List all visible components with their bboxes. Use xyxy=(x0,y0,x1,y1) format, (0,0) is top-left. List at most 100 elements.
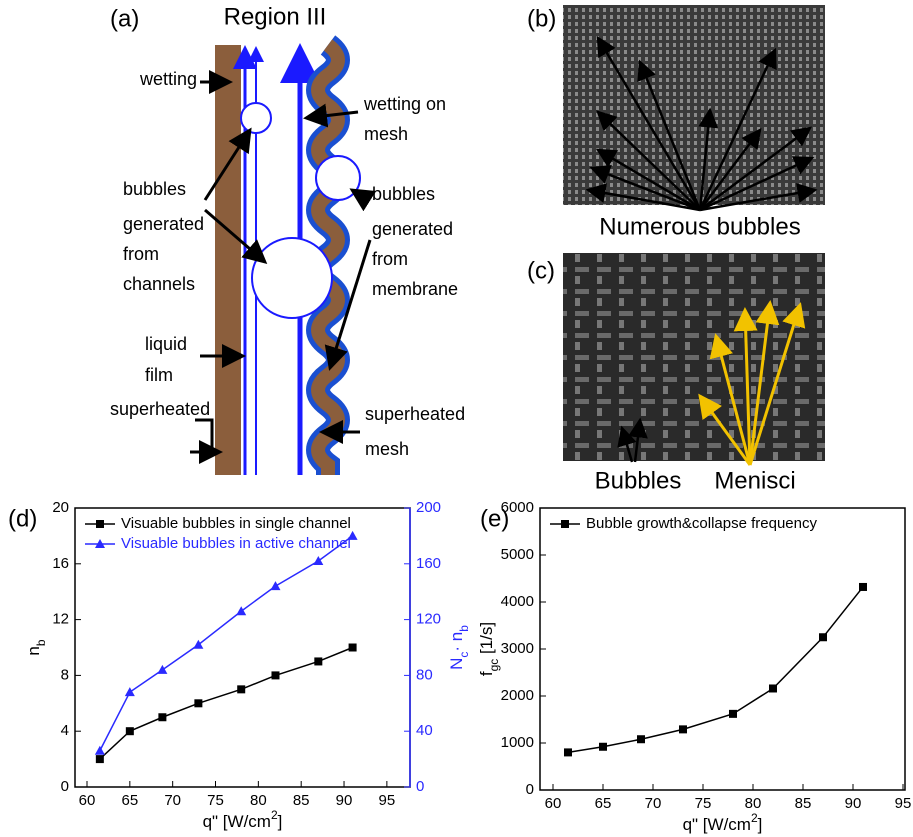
photo-c xyxy=(563,253,825,466)
x-tick-label: 65 xyxy=(595,795,612,812)
marker xyxy=(271,671,280,680)
y2-axis-label-part: b xyxy=(457,625,471,632)
y-axis-label-part: b xyxy=(34,639,48,646)
marker xyxy=(95,755,104,764)
marker xyxy=(637,735,645,744)
y-tick-label: 4 xyxy=(61,722,69,739)
panel-label: (d) xyxy=(8,505,37,532)
x-tick-label: 60 xyxy=(545,795,562,812)
y-axis-label: fgc [1/s] xyxy=(477,622,501,676)
y-axis-label-part: f xyxy=(477,671,496,676)
panel-label: (a) xyxy=(110,5,139,32)
y2-tick-label: 0 xyxy=(416,778,424,795)
annotation: mesh xyxy=(364,124,408,144)
annotation: liquid xyxy=(145,334,187,354)
x-tick-label: 75 xyxy=(695,795,712,812)
series-line xyxy=(99,535,354,752)
x-tick-label: 85 xyxy=(795,795,812,812)
marker xyxy=(125,727,134,736)
annotation: wetting on xyxy=(363,94,446,114)
diagram xyxy=(190,35,377,475)
marker xyxy=(270,581,281,591)
y-tick-label: 8 xyxy=(61,666,69,683)
y2-tick-label: 40 xyxy=(416,722,433,739)
x-axis-label-part: 2 xyxy=(751,811,758,825)
x-tick-label: 90 xyxy=(845,795,862,812)
marker xyxy=(347,530,358,540)
y-tick-label: 6000 xyxy=(501,499,534,516)
diagram-title: Region III xyxy=(224,3,327,30)
annotation: membrane xyxy=(372,279,458,299)
marker xyxy=(193,639,204,649)
x-tick-label: 90 xyxy=(336,792,353,809)
marker xyxy=(729,709,737,718)
y2-tick-label: 120 xyxy=(416,611,441,628)
annotation: film xyxy=(145,365,173,385)
marker xyxy=(313,556,324,566)
marker xyxy=(348,643,357,652)
marker xyxy=(679,725,687,734)
y-tick-label: 20 xyxy=(52,499,69,516)
legend-label: Visuable bubbles in active channel xyxy=(121,535,351,552)
annotation: bubbles xyxy=(123,179,186,199)
marker xyxy=(599,742,607,751)
marker xyxy=(158,713,167,722)
x-tick-label: 80 xyxy=(250,792,267,809)
y2-axis-label-part: N xyxy=(447,658,466,670)
y-tick-label: 16 xyxy=(52,555,69,572)
y2-tick-label: 200 xyxy=(416,499,441,516)
y-tick-label: 1000 xyxy=(501,734,534,751)
annotation: bubbles xyxy=(372,184,435,204)
y-tick-label: 5000 xyxy=(501,546,534,563)
y-axis-label-part: n xyxy=(24,646,43,655)
annotation: superheated xyxy=(365,404,465,424)
series-line xyxy=(99,646,353,760)
annotation: wetting xyxy=(139,69,197,89)
x-axis-label: q" [W/cm2] xyxy=(203,808,283,831)
x-tick-label: 95 xyxy=(379,792,396,809)
marker xyxy=(819,633,827,642)
y2-axis-label-part: · n xyxy=(447,632,466,652)
x-axis-label-part: ] xyxy=(758,815,763,834)
annotation: generated xyxy=(372,219,453,239)
y-axis-label-part: gc xyxy=(487,659,501,672)
x-axis-label-part: ] xyxy=(278,812,283,831)
panel-label: (e) xyxy=(480,505,509,532)
x-axis-label: q" [W/cm2] xyxy=(683,811,763,834)
y2-tick-label: 80 xyxy=(416,666,433,683)
marker xyxy=(564,748,572,757)
x-tick-label: 75 xyxy=(207,792,224,809)
marker xyxy=(95,539,105,548)
marker xyxy=(124,687,135,697)
x-tick-label: 65 xyxy=(121,792,138,809)
x-axis-label-part: q" [W/cm xyxy=(683,815,751,834)
caption: Numerous bubbles xyxy=(599,213,800,240)
x-tick-label: 85 xyxy=(293,792,310,809)
y-tick-label: 0 xyxy=(526,781,534,798)
x-axis-label-part: q" [W/cm xyxy=(203,812,271,831)
y-tick-label: 2000 xyxy=(501,687,534,704)
annotation: channels xyxy=(123,274,195,294)
marker xyxy=(237,685,246,694)
photo-b xyxy=(563,5,825,212)
marker xyxy=(96,520,104,528)
x-axis-label-part: 2 xyxy=(271,808,278,822)
annotation: mesh xyxy=(365,439,409,459)
marker xyxy=(236,606,247,616)
x-tick-label: 70 xyxy=(164,792,181,809)
annotation: from xyxy=(123,244,159,264)
y-axis-label-part: [1/s] xyxy=(477,622,496,659)
series-line xyxy=(567,586,864,754)
y2-axis-label-part: c xyxy=(457,652,471,658)
legend-label: Visuable bubbles in single channel xyxy=(121,515,351,532)
marker xyxy=(157,664,168,674)
x-tick-label: 95 xyxy=(895,795,912,812)
annotation: generated xyxy=(123,214,204,234)
caption: Menisci xyxy=(714,467,795,494)
x-tick-label: 70 xyxy=(645,795,662,812)
y-axis-label: nb xyxy=(24,639,48,655)
panel-label: (c) xyxy=(527,257,555,284)
y2-axis-label: Nc· nb xyxy=(447,625,471,670)
marker xyxy=(94,745,105,755)
